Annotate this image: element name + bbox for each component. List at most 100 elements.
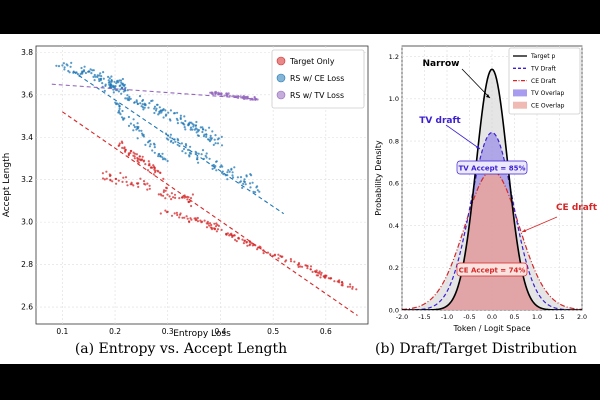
scatter-point-target-only	[301, 265, 304, 268]
scatter-point-rs-w-ce-loss	[133, 101, 136, 104]
scatter-point-target-only	[133, 157, 136, 160]
scatter-point-rs-w-ce-loss	[61, 64, 64, 67]
scatter-point-target-only	[124, 176, 128, 179]
scatter-fit-line	[72, 71, 284, 215]
scatter-point-target-only	[277, 253, 280, 256]
scatter-point-rs-w-ce-loss	[76, 73, 79, 76]
scatter-point-target-only	[157, 193, 160, 196]
scatter-point-rs-w-ce-loss	[90, 72, 93, 75]
scatter-point-rs-w-ce-loss	[98, 74, 101, 77]
scatter-point-rs-w-ce-loss	[113, 80, 116, 83]
scatter-point-rs-w-ce-loss	[189, 152, 192, 155]
scatter-point-rs-w-ce-loss	[183, 115, 186, 118]
scatter-point-target-only	[137, 185, 140, 188]
scatter-point-rs-w-ce-loss	[205, 152, 208, 155]
scatter-legend: Target Only RS w/ CE Loss RS w/ TV Loss	[271, 49, 365, 109]
scatter-point-target-only	[281, 255, 284, 258]
scatter-point-target-only	[122, 176, 125, 179]
annotation-tv-draft: TV draft	[419, 116, 461, 126]
scatter-ytick-label: 2.8	[21, 260, 33, 269]
scatter-point-target-only	[319, 273, 323, 276]
scatter-point-rs-w-ce-loss	[118, 104, 121, 107]
narrow-arrow	[461, 68, 491, 99]
scatter-point-target-only	[241, 238, 244, 241]
scatter-point-target-only	[329, 277, 332, 280]
scatter-point-rs-w-ce-loss	[69, 65, 72, 68]
scatter-point-rs-w-ce-loss	[118, 111, 121, 114]
scatter-point-target-only	[190, 204, 193, 208]
scatter-point-rs-w-ce-loss	[83, 65, 86, 68]
scatter-point-target-only	[114, 177, 117, 181]
scatter-fit-lines	[51, 71, 358, 316]
scatter-point-target-only	[190, 218, 193, 221]
scatter-point-rs-w-ce-loss	[159, 155, 162, 158]
density-xtick-label: 1.5	[554, 314, 564, 321]
scatter-point-rs-w-ce-loss	[180, 142, 183, 145]
scatter-point-target-only	[233, 234, 236, 237]
scatter-point-rs-w-tv-loss	[223, 94, 226, 97]
scatter-point-rs-w-ce-loss	[178, 144, 181, 148]
scatter-point-target-only	[153, 168, 156, 171]
scatter-point-target-only	[178, 197, 181, 200]
scatter-point-rs-w-ce-loss	[196, 128, 199, 131]
scatter-point-target-only	[144, 183, 147, 186]
scatter-point-rs-w-ce-loss	[153, 105, 157, 108]
scatter-point-rs-w-ce-loss	[93, 73, 96, 77]
scatter-point-rs-w-ce-loss	[98, 78, 101, 81]
scatter-point-target-only	[132, 151, 135, 154]
scatter-point-target-only	[103, 178, 106, 181]
scatter-point-target-only	[203, 219, 206, 222]
scatter-point-rs-w-ce-loss	[206, 138, 210, 141]
scatter-point-rs-w-ce-loss	[114, 101, 117, 104]
ce-accept-badge	[456, 262, 528, 277]
density-chart: -2.0 -1.5 -1.0 -0.5 0.0 0.5 1.0 1.5 2.0 0.0 0.2 0.4…	[374, 45, 598, 333]
scatter-point-rs-w-ce-loss	[136, 102, 139, 106]
scatter-point-target-only	[118, 142, 121, 145]
scatter-point-rs-w-tv-loss	[251, 98, 254, 101]
scatter-legend-marker	[276, 73, 286, 83]
scatter-point-rs-w-ce-loss	[146, 141, 150, 144]
scatter-point-rs-w-ce-loss	[188, 154, 191, 157]
scatter-point-target-only	[299, 265, 302, 268]
scatter-point-target-only	[216, 228, 220, 231]
scatter-point-rs-w-ce-loss	[70, 61, 73, 64]
scatter-point-target-only	[118, 144, 121, 147]
scatter-point-rs-w-ce-loss	[249, 186, 252, 189]
scatter-fit-line	[62, 111, 358, 316]
scatter-point-rs-w-ce-loss	[96, 74, 99, 77]
scatter-point-target-only	[212, 227, 216, 230]
scatter-point-target-only	[133, 155, 136, 158]
scatter-point-rs-w-ce-loss	[118, 79, 121, 82]
scatter-chart: 0.1 0.2 0.3 0.4 0.5 0.62.62.83.03.23.43.63.8 …	[2, 45, 369, 339]
scatter-point-rs-w-ce-loss	[255, 186, 258, 189]
scatter-point-target-only	[115, 182, 118, 185]
scatter-point-target-only	[124, 148, 127, 151]
scatter-point-rs-w-ce-loss	[236, 176, 239, 179]
scatter-ytick-label: 3.4	[21, 133, 33, 142]
scatter-point-rs-w-ce-loss	[176, 111, 179, 114]
scatter-ytick-label: 2.6	[21, 303, 33, 312]
scatter-point-target-only	[142, 180, 146, 183]
scatter-point-target-only	[120, 140, 123, 143]
scatter-point-rs-w-ce-loss	[184, 128, 187, 131]
scatter-point-target-only	[246, 244, 249, 247]
scatter-point-target-only	[289, 258, 292, 261]
scatter-point-rs-w-ce-loss	[181, 150, 184, 153]
scatter-point-target-only	[123, 146, 126, 149]
scatter-point-target-only	[311, 270, 314, 273]
scatter-point-rs-w-ce-loss	[123, 117, 126, 120]
scatter-point-target-only	[225, 232, 228, 235]
scatter-point-rs-w-ce-loss	[99, 77, 102, 80]
scatter-point-target-only	[349, 285, 352, 288]
scatter-point-rs-w-ce-loss	[180, 121, 183, 124]
scatter-point-rs-w-ce-loss	[176, 143, 179, 146]
scatter-point-rs-w-ce-loss	[80, 66, 83, 70]
scatter-point-rs-w-tv-loss	[228, 94, 231, 97]
scatter-xtick-label: 0.3	[162, 327, 174, 336]
scatter-point-rs-w-ce-loss	[120, 116, 124, 119]
scatter-point-target-only	[160, 194, 163, 197]
scatter-point-rs-w-ce-loss	[84, 71, 87, 75]
density-ticks: -2.0 -1.5 -1.0 -0.5 0.0 0.5 1.0 1.5 2.0 0.0 0.2 0.4…	[389, 53, 587, 321]
scatter-point-rs-w-ce-loss	[103, 89, 106, 92]
scatter-point-rs-w-ce-loss	[79, 72, 82, 76]
